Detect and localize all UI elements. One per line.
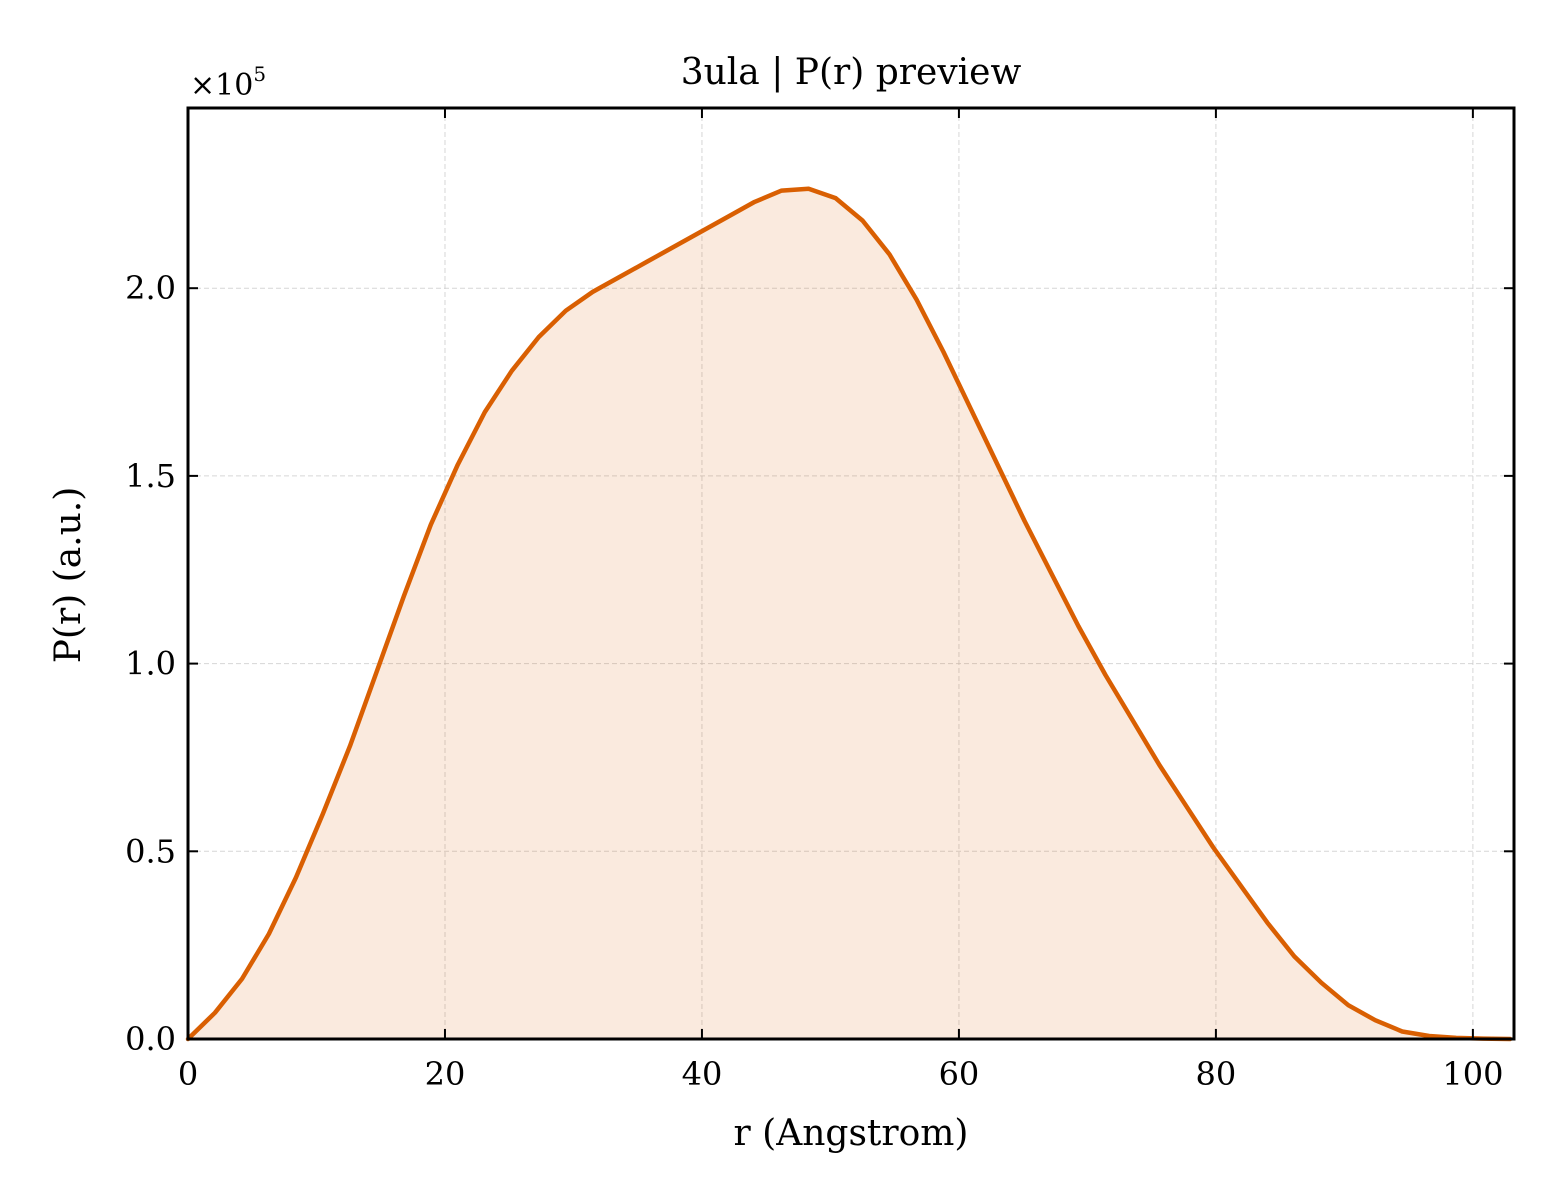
y-axis-multiplier: ×105 [190, 62, 266, 103]
data-layer [185, 186, 1513, 1042]
plot-frame [186, 106, 1516, 1041]
chart-title: 3ula | P(r) preview [681, 52, 1022, 93]
series-line [185, 186, 1513, 1042]
y-axis-label: P(r) (a.u.) [48, 487, 89, 664]
x-tick-label: 100 [1442, 1055, 1503, 1093]
y-tick-label: 2.0 [125, 269, 176, 307]
grid-layer [188, 108, 1514, 1039]
x-tick-label: 40 [682, 1055, 723, 1093]
x-tick-label: 0 [178, 1055, 198, 1093]
x-tick-label: 20 [425, 1055, 466, 1093]
y-multiplier-base: ×10 [190, 68, 253, 103]
x-tick-label: 80 [1196, 1055, 1237, 1093]
x-tick-label: 60 [939, 1055, 980, 1093]
series-area-fill [188, 188, 1511, 1039]
y-tick-label: 1.0 [125, 645, 176, 683]
y-multiplier-exponent: 5 [253, 62, 266, 86]
x-axis-label: r (Angstrom) [734, 1113, 969, 1154]
axis-layer: 0 20 40 60 80 100 0.0 0.5 1.0 1.5 2.0 [125, 106, 1516, 1093]
y-tick-label: 0.0 [125, 1020, 176, 1058]
y-tick-label: 1.5 [125, 457, 176, 495]
y-tick-label: 0.5 [125, 832, 176, 870]
